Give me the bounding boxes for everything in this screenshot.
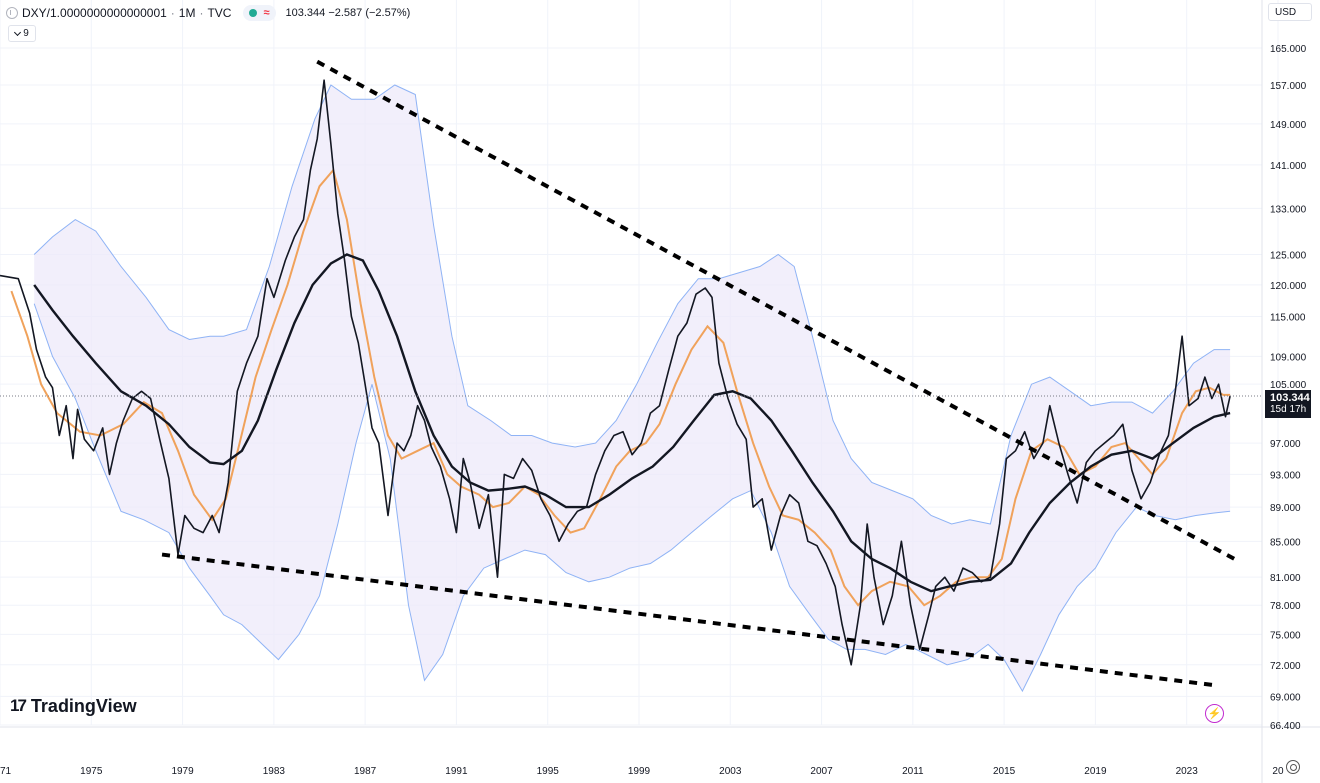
time-axis[interactable]: 1971 1975 1979 1983 1987 1991 1995 1999 2003 2007… xyxy=(0,766,1284,777)
price-axis[interactable]: 66.400 69.000 72.000 75.000 78.000 81.000 85.0… xyxy=(1270,44,1307,732)
x-tick-label: 1983 xyxy=(263,766,286,777)
x-tick-label: 1975 xyxy=(80,766,103,777)
y-tick-label: 89.000 xyxy=(1270,503,1301,514)
last-price-tag: 103.344 15d 17h xyxy=(1265,389,1311,418)
separator: · xyxy=(199,6,204,20)
x-tick-label: 2019 xyxy=(1084,766,1107,777)
x-tick-label: 2007 xyxy=(810,766,833,777)
x-tick-label: 1987 xyxy=(354,766,377,777)
currency-button[interactable]: USD xyxy=(1268,3,1312,21)
band-lower-line xyxy=(33,303,1231,693)
y-tick-label: 120.000 xyxy=(1270,281,1307,292)
y-tick-label: 149.000 xyxy=(1270,120,1307,131)
ohlc-values: 103.344 −2.587 (−2.57%) xyxy=(285,7,411,19)
separator: · xyxy=(170,6,175,20)
band-upper-line xyxy=(33,84,1231,525)
y-tick-label: 97.000 xyxy=(1270,439,1301,450)
y-tick-label: 133.000 xyxy=(1270,204,1307,215)
y-tick-label: 72.000 xyxy=(1270,661,1301,672)
x-tick-label: 1991 xyxy=(445,766,468,777)
y-tick-label: 75.000 xyxy=(1270,630,1301,641)
bar-countdown: 15d 17h xyxy=(1270,403,1307,415)
y-tick-label: 165.000 xyxy=(1270,44,1307,55)
x-tick-label: 1971 xyxy=(0,766,12,777)
interval-label[interactable]: 1M xyxy=(178,6,196,20)
tradingview-logo[interactable]: 17 TradingView xyxy=(10,695,137,717)
y-tick-label: 66.400 xyxy=(1270,721,1301,732)
x-tick-label: 20 xyxy=(1272,766,1284,777)
y-tick-label: 105.000 xyxy=(1270,380,1307,391)
y-tick-label: 93.000 xyxy=(1270,470,1301,481)
gear-icon[interactable] xyxy=(1286,760,1300,774)
wave-icon: ≈ xyxy=(263,7,270,19)
chevron-down-icon xyxy=(14,28,22,36)
y-tick-label: 125.000 xyxy=(1270,250,1307,261)
y-tick-label: 141.000 xyxy=(1270,161,1307,172)
band-fill xyxy=(34,85,1231,692)
market-open-icon xyxy=(249,9,258,17)
tradingview-wordmark: TradingView xyxy=(30,695,137,716)
y-tick-label: 115.000 xyxy=(1270,313,1306,324)
sma-long-line xyxy=(33,253,1231,593)
indicator-count: 9 xyxy=(23,28,29,39)
y-tick-label: 157.000 xyxy=(1270,81,1307,92)
x-tick-label: 2003 xyxy=(719,766,742,777)
y-tick-label: 78.000 xyxy=(1270,601,1301,612)
market-status[interactable]: ≈ xyxy=(243,5,276,21)
source-label: TVC xyxy=(207,6,232,20)
last-price-value: 103.344 xyxy=(1270,391,1310,404)
x-tick-label: 1999 xyxy=(628,766,651,777)
y-tick-label: 81.000 xyxy=(1270,573,1301,584)
x-tick-label: 2011 xyxy=(902,766,924,777)
symbol-legend[interactable]: DXY/1.0000000000000001 · 1M · TVC ≈ 103.… xyxy=(6,4,410,22)
x-tick-label: 2015 xyxy=(993,766,1016,777)
flash-icon[interactable]: ⚡ xyxy=(1205,704,1224,723)
x-tick-label: 1979 xyxy=(171,766,194,777)
trendline[interactable] xyxy=(161,552,1219,688)
y-tick-label: 69.000 xyxy=(1270,692,1301,703)
symbol-logo-icon xyxy=(6,7,18,19)
currency-label: USD xyxy=(1275,6,1297,18)
tradingview-mark-icon: 17 xyxy=(10,696,27,715)
flash-glyph: ⚡ xyxy=(1207,708,1222,720)
indicators-toggle-button[interactable]: 9 xyxy=(8,25,36,42)
trendlines[interactable] xyxy=(161,59,1236,688)
y-tick-label: 109.000 xyxy=(1270,352,1307,363)
symbol-name[interactable]: DXY/1.0000000000000001 xyxy=(22,6,167,20)
y-tick-label: 85.000 xyxy=(1270,537,1301,548)
bollinger-band xyxy=(33,84,1231,693)
x-tick-label: 2023 xyxy=(1176,766,1199,777)
x-tick-label: 1995 xyxy=(537,766,560,777)
